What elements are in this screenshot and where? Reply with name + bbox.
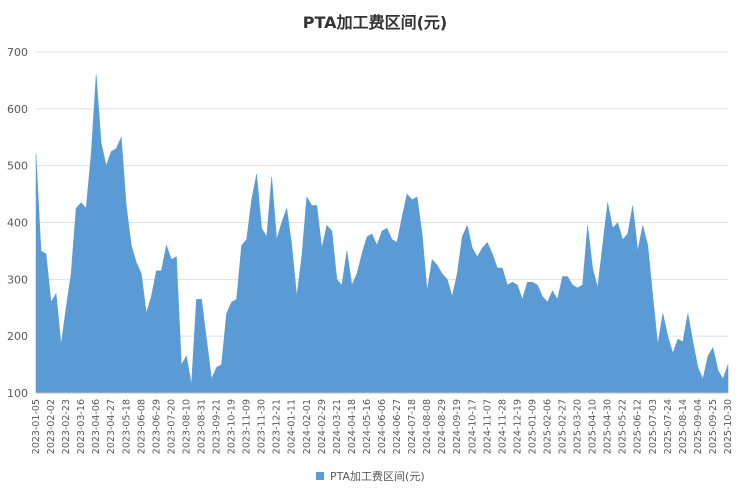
y-tick-label: 300 (7, 273, 28, 286)
x-axis-ticks: 2023-01-05 2023-02-02 2023-02-23 2023-03-16… (31, 399, 734, 454)
x-tick-label: 2025-04-30 (603, 399, 614, 454)
y-tick-label: 700 (7, 46, 28, 59)
x-tick-label: 2023-12-21 (272, 399, 283, 454)
y-tick-label: 200 (7, 330, 28, 343)
x-tick-label: 2025-09-25 (708, 399, 719, 454)
x-tick-label: 2025-09-04 (693, 399, 704, 454)
legend: PTA加工费区间(元) (316, 470, 425, 483)
x-tick-label: 2024-11-07 (482, 399, 493, 454)
x-tick-label: 2023-07-20 (166, 399, 177, 454)
x-tick-label: 2023-11-30 (257, 399, 268, 454)
x-tick-label: 2024-04-18 (347, 399, 358, 454)
x-tick-label: 2024-07-18 (407, 399, 418, 454)
y-tick-label: 400 (7, 217, 28, 230)
x-tick-label: 2025-01-09 (527, 399, 538, 454)
y-tick-label: 500 (7, 160, 28, 173)
x-tick-label: 2024-11-28 (497, 399, 508, 454)
y-tick-label: 100 (7, 387, 28, 400)
x-tick-label: 2025-08-14 (678, 399, 689, 454)
x-tick-label: 2023-09-21 (212, 399, 223, 454)
series-area (35, 74, 729, 394)
x-tick-label: 2025-10-30 (723, 399, 734, 454)
y-axis-ticks: 100 200 300 400 500 600 700 (7, 46, 28, 400)
x-tick-label: 2024-12-19 (512, 399, 523, 454)
x-tick-label: 2023-04-06 (91, 399, 102, 454)
x-tick-label: 2023-02-02 (46, 399, 57, 454)
x-tick-label: 2024-05-16 (362, 399, 373, 454)
x-tick-label: 2023-06-29 (151, 399, 162, 454)
x-tick-label: 2025-06-12 (633, 399, 644, 454)
legend-swatch (316, 472, 324, 480)
x-tick-label: 2025-07-03 (648, 399, 659, 454)
series-area-layer (35, 74, 729, 394)
x-tick-label: 2025-05-22 (618, 399, 629, 454)
x-tick-label: 2024-06-27 (392, 399, 403, 454)
x-tick-label: 2023-08-31 (197, 399, 208, 454)
x-tick-label: 2023-04-27 (106, 399, 117, 454)
x-tick-label: 2023-06-08 (136, 399, 147, 454)
x-tick-label: 2024-10-17 (467, 399, 478, 454)
y-tick-label: 600 (7, 103, 28, 116)
legend-label: PTA加工费区间(元) (330, 470, 425, 483)
x-tick-label: 2023-03-16 (76, 399, 87, 454)
x-tick-label: 2024-08-08 (422, 399, 433, 454)
chart-title: PTA加工费区间(元) (303, 13, 447, 32)
x-tick-label: 2024-02-29 (317, 399, 328, 454)
x-tick-label: 2024-03-21 (332, 399, 343, 454)
x-tick-label: 2024-09-19 (452, 399, 463, 454)
x-tick-label: 2024-02-01 (302, 399, 313, 454)
x-tick-label: 2023-02-23 (61, 399, 72, 454)
x-tick-label: 2024-01-11 (287, 399, 298, 454)
x-tick-label: 2025-03-20 (573, 399, 584, 454)
x-tick-label: 2024-06-06 (377, 399, 388, 454)
x-tick-label: 2025-07-24 (663, 399, 674, 454)
x-tick-label: 2023-10-19 (227, 399, 238, 454)
x-tick-label: 2023-08-10 (181, 399, 192, 454)
x-tick-label: 2024-08-29 (437, 399, 448, 454)
x-tick-label: 2025-04-10 (588, 399, 599, 454)
x-tick-label: 2023-11-09 (242, 399, 253, 454)
x-tick-label: 2023-05-18 (121, 399, 132, 454)
x-tick-label: 2025-02-06 (543, 399, 554, 454)
x-tick-label: 2023-01-05 (31, 399, 42, 454)
x-tick-label: 2025-02-27 (558, 399, 569, 454)
